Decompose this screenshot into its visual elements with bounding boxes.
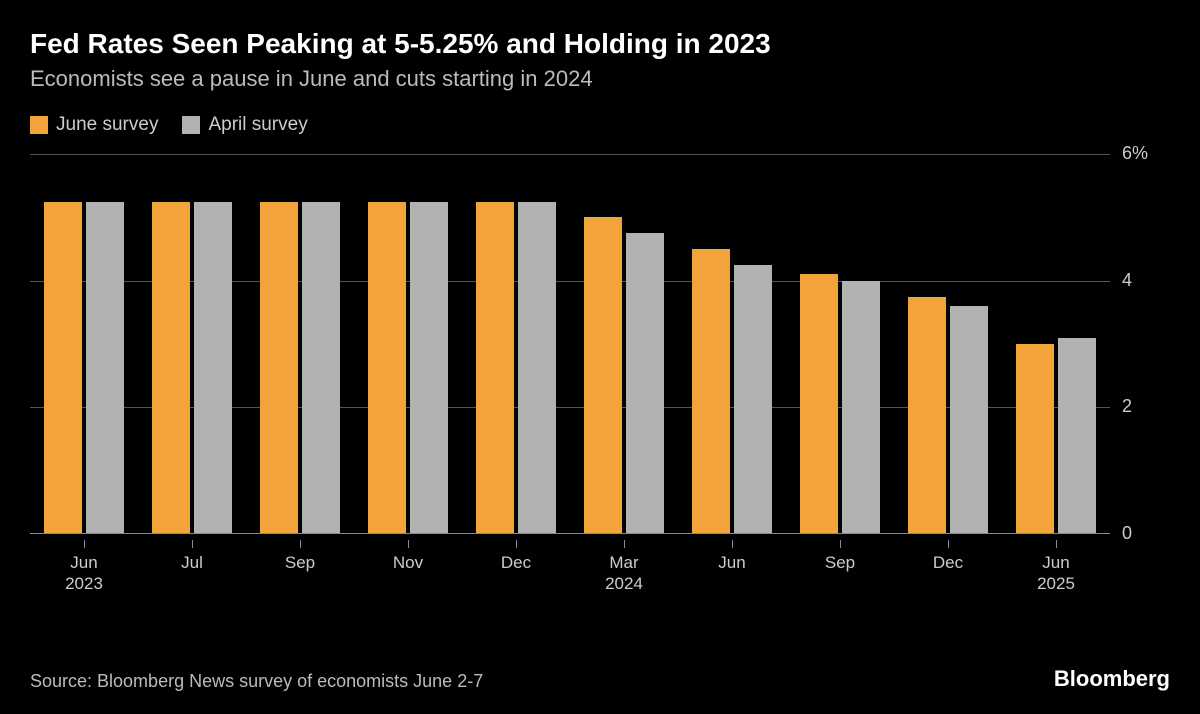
x-tick: Jun2025: [1002, 534, 1110, 595]
y-tick-label: 2: [1122, 396, 1132, 417]
x-tick: Dec: [894, 534, 1002, 595]
x-tick: Sep: [786, 534, 894, 595]
bar-june: [584, 217, 622, 534]
chart-footer: Source: Bloomberg News survey of economi…: [30, 666, 1170, 692]
bar-group: [894, 154, 1002, 534]
bar-june: [1016, 344, 1054, 534]
bar-group: [462, 154, 570, 534]
bar-june: [260, 202, 298, 535]
x-tick-mark: [840, 540, 841, 548]
bar-group: [138, 154, 246, 534]
source-text: Source: Bloomberg News survey of economi…: [30, 671, 483, 692]
x-tick: Dec: [462, 534, 570, 595]
bar-group: [30, 154, 138, 534]
x-tick-label: Sep: [825, 552, 855, 573]
bar-april: [86, 202, 124, 535]
x-tick-mark: [84, 540, 85, 548]
bar-april: [734, 265, 772, 534]
bar-april: [194, 202, 232, 535]
x-tick-label: Dec: [501, 552, 531, 573]
legend-label-june: June survey: [56, 114, 158, 136]
x-tick-label: Jun: [718, 552, 745, 573]
x-tick-label: Nov: [393, 552, 423, 573]
bar-group: [570, 154, 678, 534]
x-tick-mark: [948, 540, 949, 548]
chart-title: Fed Rates Seen Peaking at 5-5.25% and Ho…: [30, 28, 1170, 60]
bar-april: [950, 306, 988, 534]
x-tick: Jun: [678, 534, 786, 595]
bar-june: [368, 202, 406, 535]
chart-subtitle: Economists see a pause in June and cuts …: [30, 66, 1170, 92]
brand-text: Bloomberg: [1054, 666, 1170, 692]
x-tick-label: Dec: [933, 552, 963, 573]
bar-april: [842, 281, 880, 534]
bars-row: [30, 154, 1110, 534]
plot-area: [30, 154, 1110, 534]
x-tick-label: Jul: [181, 552, 203, 573]
chart-legend: June survey April survey: [30, 114, 1170, 136]
x-tick-mark: [732, 540, 733, 548]
bar-group: [246, 154, 354, 534]
bar-group: [354, 154, 462, 534]
x-tick-mark: [408, 540, 409, 548]
y-tick-label: 4: [1122, 270, 1132, 291]
x-tick-mark: [192, 540, 193, 548]
x-tick-mark: [516, 540, 517, 548]
bar-april: [410, 202, 448, 535]
x-tick: Nov: [354, 534, 462, 595]
x-tick: Jun2023: [30, 534, 138, 595]
x-tick: Sep: [246, 534, 354, 595]
bar-april: [626, 233, 664, 534]
legend-item-april: April survey: [182, 114, 307, 136]
x-tick-mark: [300, 540, 301, 548]
bar-june: [476, 202, 514, 535]
bar-group: [1002, 154, 1110, 534]
bar-april: [518, 202, 556, 535]
bar-april: [1058, 338, 1096, 534]
bar-june: [908, 297, 946, 535]
bar-june: [800, 274, 838, 534]
x-tick-label: Sep: [285, 552, 315, 573]
chart-area: 0246% Jun2023JulSepNovDecMar2024JunSepDe…: [30, 154, 1170, 554]
legend-label-april: April survey: [208, 114, 307, 136]
x-tick-mark: [1056, 540, 1057, 548]
x-tick: Mar2024: [570, 534, 678, 595]
x-tick-label: Jun2025: [1037, 552, 1075, 595]
x-tick-mark: [624, 540, 625, 548]
legend-swatch-april: [182, 116, 200, 134]
x-tick-label: Jun2023: [65, 552, 103, 595]
x-tick: Jul: [138, 534, 246, 595]
legend-swatch-june: [30, 116, 48, 134]
bar-june: [152, 202, 190, 535]
x-tick-label: Mar2024: [605, 552, 643, 595]
bar-april: [302, 202, 340, 535]
x-axis: Jun2023 Jul Sep Nov Dec Mar2024 Jun Sep Dec Jun20…: [30, 534, 1110, 595]
y-tick-label: 0: [1122, 523, 1132, 544]
bar-june: [44, 202, 82, 535]
legend-item-june: June survey: [30, 114, 158, 136]
y-tick-label: 6%: [1122, 143, 1148, 164]
bar-group: [678, 154, 786, 534]
bar-june: [692, 249, 730, 534]
bar-group: [786, 154, 894, 534]
